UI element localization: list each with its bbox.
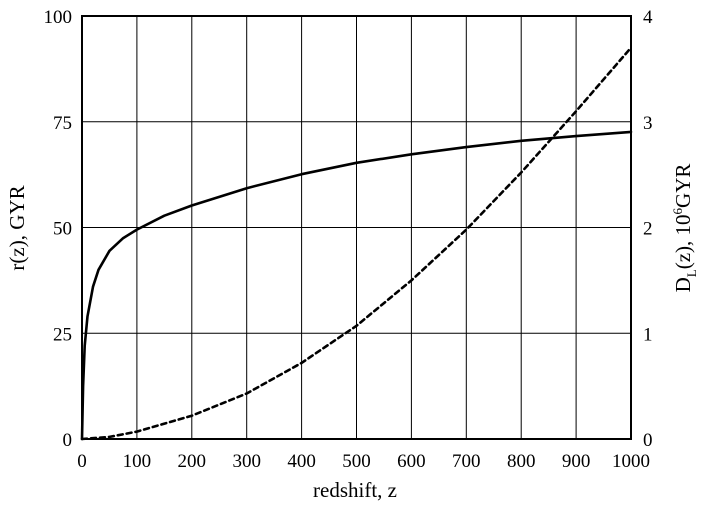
radius-series-line — [80, 130, 633, 441]
y-left-axis-title: r(z), GYR — [5, 185, 29, 270]
x-tick-label: 800 — [507, 451, 536, 472]
y-left-tick-label: 25 — [53, 324, 72, 345]
y-right-tick-label: 3 — [643, 113, 653, 134]
y-right-title-subscript: L — [684, 269, 699, 277]
x-tick-label: 200 — [178, 451, 207, 472]
y-right-tick-labels: 0 1 2 3 4 — [643, 7, 653, 451]
y-left-tick-label: 0 — [63, 430, 73, 451]
y-right-title-superscript: 6 — [670, 207, 685, 214]
y-right-axis-title: DL(z), 106GYR — [670, 164, 699, 293]
plot-area-frame — [81, 15, 632, 440]
y-right-title-middle: (z), 10 — [671, 214, 695, 269]
y-left-tick-label: 100 — [44, 7, 73, 28]
y-right-tick-label: 1 — [643, 324, 653, 345]
x-tick-label: 0 — [77, 451, 87, 472]
series-lines — [80, 46, 633, 441]
y-right-title-prefix: D — [671, 277, 695, 292]
y-right-tick-label: 0 — [643, 430, 653, 451]
x-tick-label: 500 — [342, 451, 371, 472]
y-right-tick-label: 4 — [643, 7, 653, 28]
x-tick-label: 1000 — [612, 451, 650, 472]
x-tick-label: 700 — [452, 451, 481, 472]
y-right-tick-label: 2 — [643, 219, 653, 240]
x-tick-labels: 0 100 200 300 400 500 600 700 800 900 1000 — [77, 451, 650, 472]
y-left-tick-label: 75 — [53, 113, 72, 134]
y-left-tick-labels: 0 25 50 75 100 — [44, 7, 73, 451]
y-left-tick-label: 50 — [53, 219, 72, 240]
y-right-title-suffix: GYR — [671, 164, 695, 208]
x-tick-label: 300 — [232, 451, 261, 472]
x-tick-label: 400 — [287, 451, 316, 472]
x-tick-label: 600 — [397, 451, 426, 472]
x-tick-label: 900 — [562, 451, 591, 472]
x-tick-label: 100 — [123, 451, 152, 472]
luminosity-distance-series-line — [80, 46, 633, 441]
x-axis-title: redshift, z — [313, 478, 397, 502]
